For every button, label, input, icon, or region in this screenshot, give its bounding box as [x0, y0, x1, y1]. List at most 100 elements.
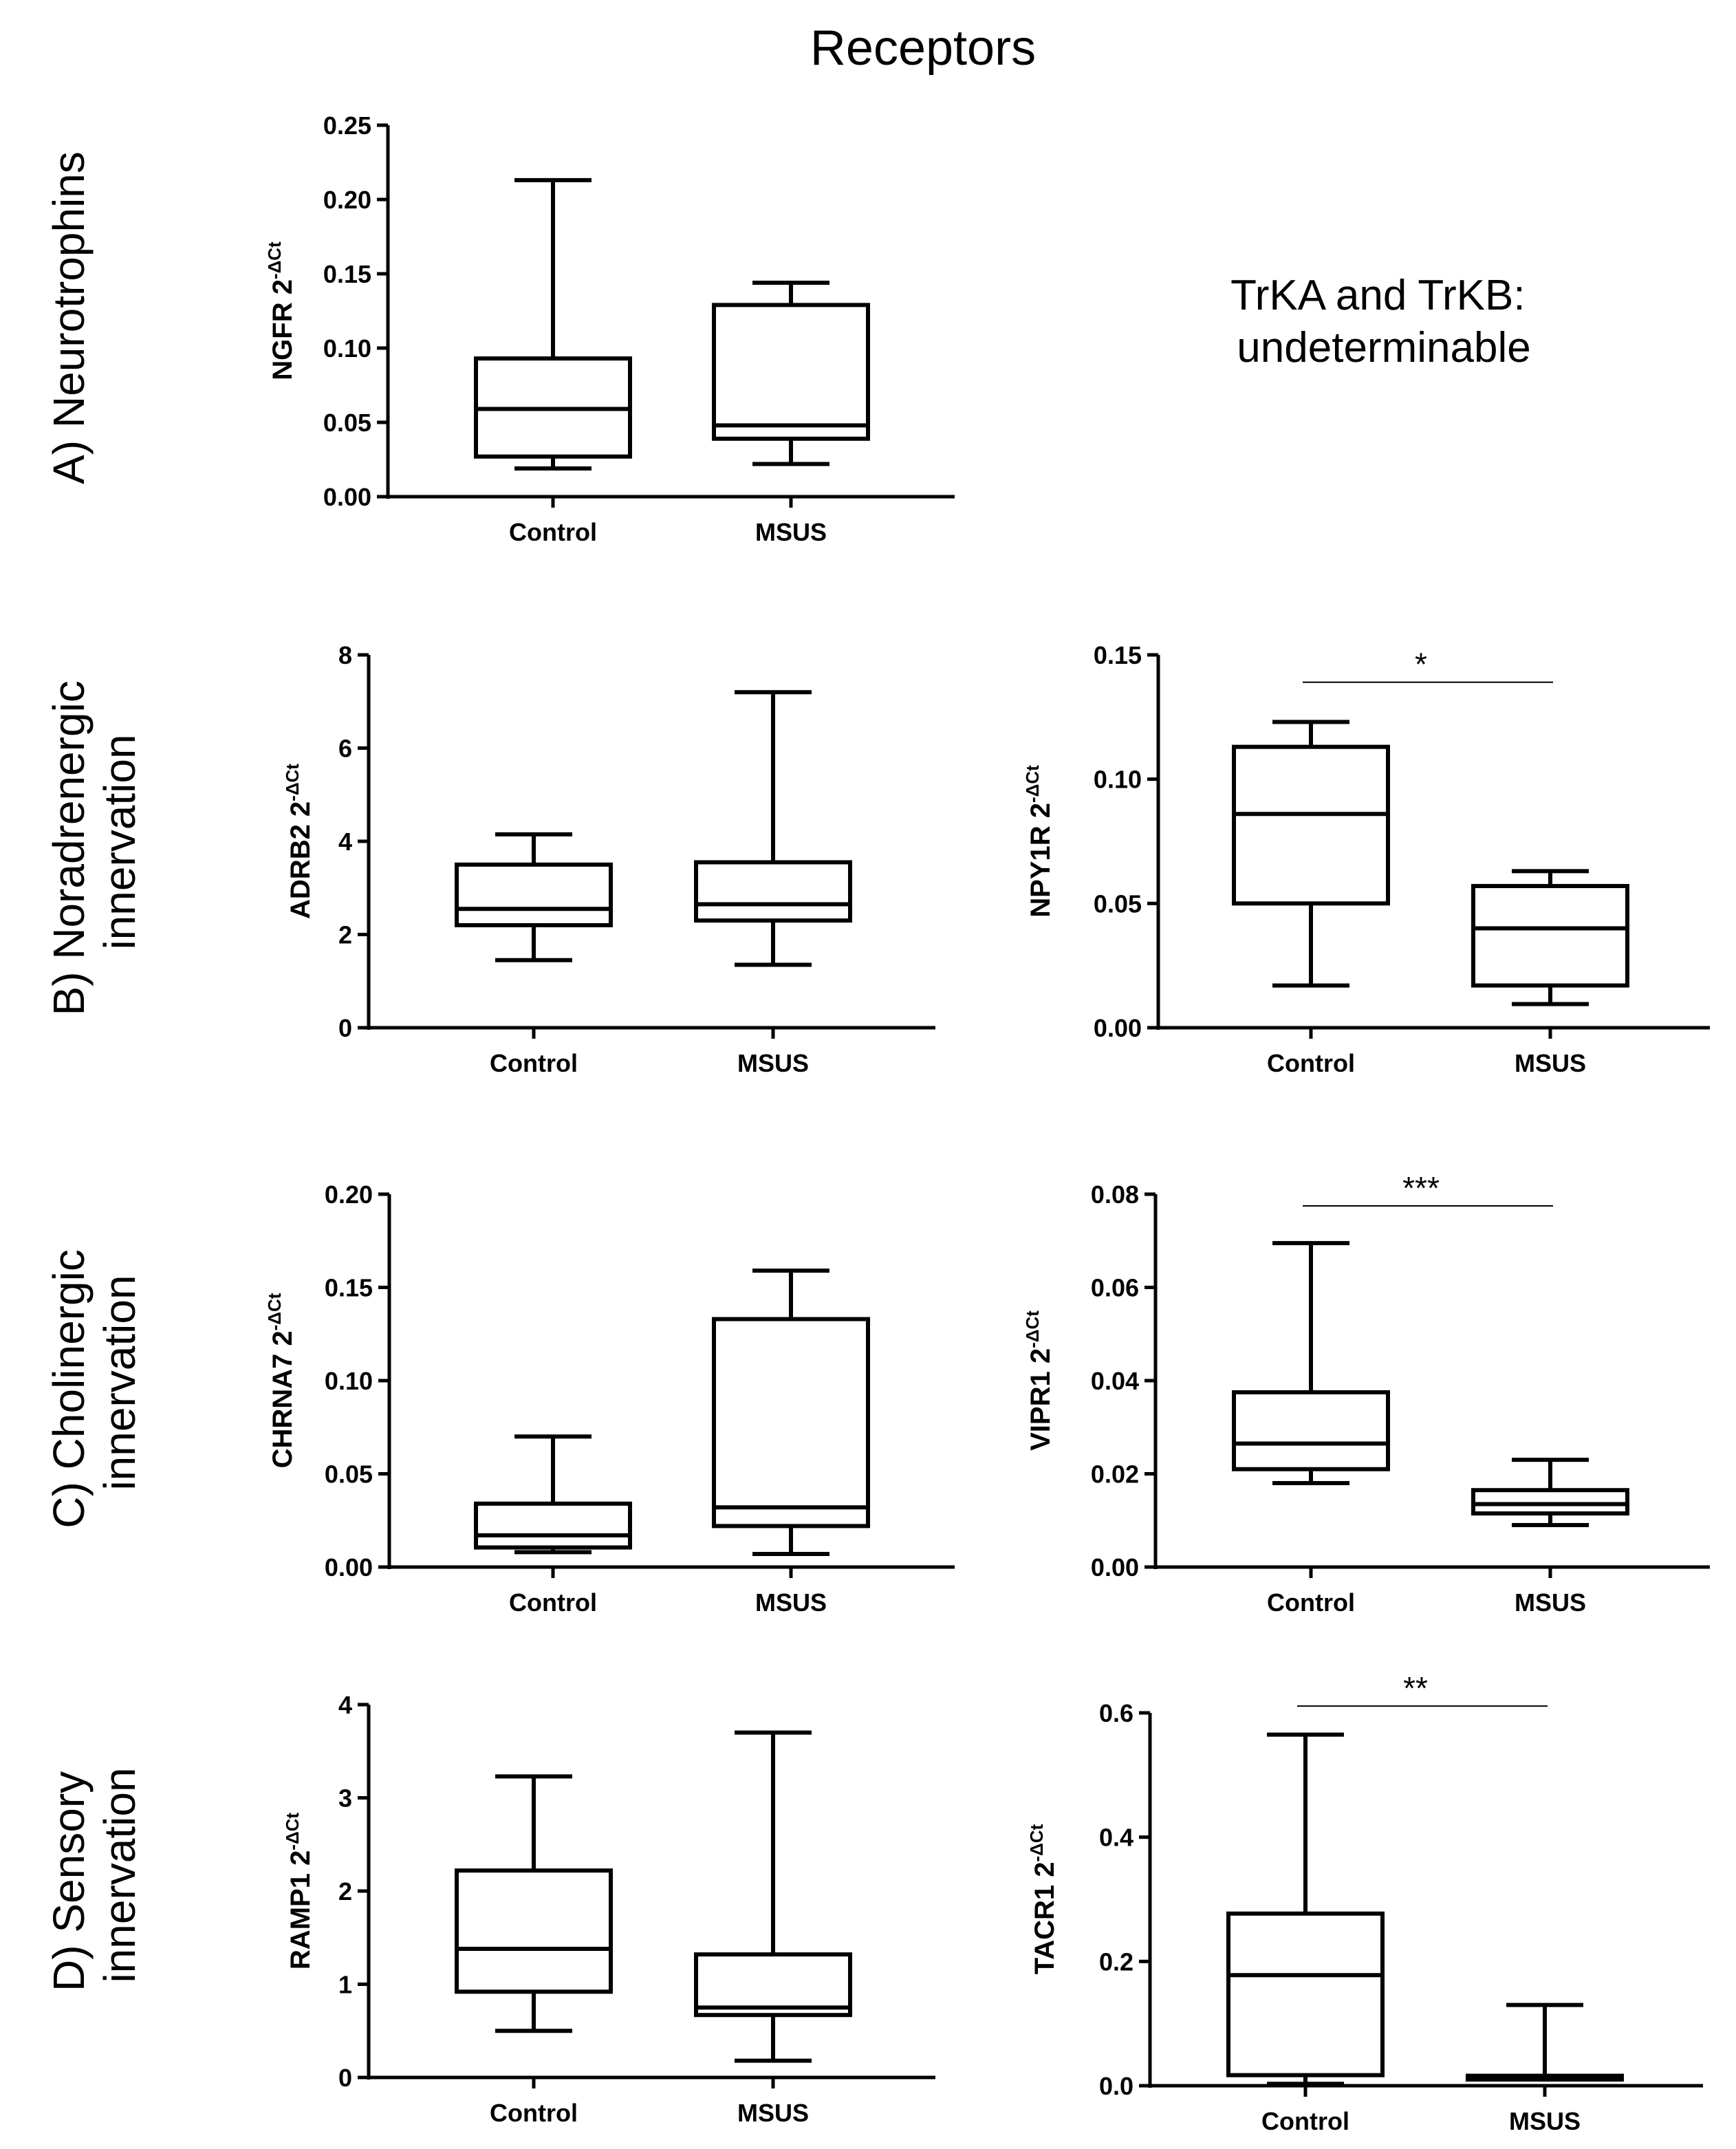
trk-note-line2: undeterminable: [1237, 324, 1530, 371]
figure-title: Receptors: [810, 21, 1036, 76]
panel-chrna7: 0.00 0.05 0.10 0.15 0.20 Control MSUS CHRNA7 2-…: [264, 1180, 955, 1617]
row-label-a-line1: A) Neurotrophins: [44, 151, 94, 484]
y-tick-label: 0.20: [325, 1180, 373, 1209]
x-tick-label: MSUS: [755, 518, 827, 546]
y-axis-label-main: RAMP1 2: [285, 1850, 316, 1969]
x-tick-label: Control: [1267, 1588, 1355, 1617]
iqr-box: [1471, 884, 1629, 988]
x-tick-label: Control: [509, 1588, 597, 1617]
y-tick-label: 0.15: [325, 1274, 373, 1302]
y-axis-label-superscript: -ΔCt: [264, 1293, 285, 1330]
box-msus: [694, 1730, 852, 2063]
y-axis-label-main: VIPR1 2: [1026, 1348, 1056, 1451]
box-control: [474, 1434, 632, 1555]
x-tick-label: MSUS: [1515, 1588, 1586, 1617]
y-tick-label: 0.20: [323, 186, 371, 214]
iqr-box: [1232, 1390, 1390, 1471]
row-label-d: D) Sensory innervation: [44, 1759, 144, 1991]
x-tick-label: MSUS: [755, 1588, 827, 1617]
y-axis-label-main: CHRNA7 2: [268, 1330, 298, 1468]
row-label-d-line2: innervation: [95, 1767, 144, 1983]
y-tick-label: 6: [338, 735, 352, 763]
iqr-box: [712, 303, 870, 441]
y-tick-label: 3: [338, 1784, 352, 1813]
row-label-c: C) Cholinergic innervation: [44, 1237, 144, 1528]
x-tick-label: Control: [490, 2099, 578, 2127]
significance-label: ***: [1402, 1170, 1440, 1206]
y-tick-label: 0: [338, 2064, 352, 2092]
y-axis-label-superscript: -ΔCt: [264, 241, 285, 279]
y-tick-label: 0.00: [1091, 1553, 1139, 1581]
iqr-box: [1232, 744, 1390, 906]
y-axis-label-superscript: -ΔCt: [1022, 765, 1043, 803]
x-tick-label: MSUS: [737, 2099, 809, 2127]
x-tick-label: Control: [490, 1049, 578, 1077]
significance-label: **: [1403, 1670, 1428, 1706]
y-tick-label: 0.15: [1094, 641, 1142, 669]
box-control: [1232, 720, 1390, 988]
iqr-box: [712, 1317, 870, 1529]
box-msus: [1466, 2002, 1624, 2082]
iqr-box: [1471, 1488, 1629, 1516]
y-tick-label: 0.00: [323, 483, 371, 511]
y-axis-label: NGFR 2-ΔCt: [264, 241, 298, 380]
iqr-box: [694, 860, 852, 923]
iqr-box: [455, 862, 613, 927]
x-tick-label: Control: [1267, 1049, 1355, 1077]
box-msus: [712, 1268, 870, 1557]
panel-tacr1: 0.0 0.2 0.4 0.6 Control MSUS TACR1 2-ΔCt **: [1026, 1670, 1703, 2135]
y-tick-label: 1: [338, 1971, 352, 1999]
iqr-box: [474, 1501, 632, 1550]
y-tick-label: 0.05: [323, 409, 371, 437]
box-control: [474, 177, 632, 471]
y-tick-label: 0.02: [1091, 1460, 1139, 1489]
box-msus: [694, 690, 852, 967]
row-label-c-line1: C) Cholinergic: [44, 1249, 94, 1528]
y-tick-label: 0: [338, 1014, 352, 1042]
x-tick-label: Control: [1261, 2107, 1349, 2135]
y-tick-label: 0.0: [1099, 2072, 1133, 2100]
box-msus: [712, 280, 870, 466]
panel-ngfr: 0.00 0.05 0.10 0.15 0.20 0.25 Control MSUS NGFR …: [264, 111, 955, 546]
y-tick-label: 0.10: [325, 1367, 373, 1395]
y-tick-label: 0.00: [325, 1553, 373, 1581]
y-tick-label: 0.10: [1094, 766, 1142, 794]
y-tick-label: 2: [338, 1877, 352, 1905]
box-control: [1232, 1241, 1390, 1486]
x-tick-label: Control: [509, 518, 597, 546]
y-axis-label: CHRNA7 2-ΔCt: [264, 1293, 298, 1468]
y-tick-label: 0.05: [325, 1460, 373, 1489]
y-axis-label: TACR1 2-ΔCt: [1026, 1824, 1060, 1974]
y-tick-label: 0.4: [1099, 1824, 1133, 1852]
row-label-b-line1: B) Noradrenergic: [44, 680, 94, 1015]
panel-npy1r: 0.00 0.05 0.10 0.15 Control MSUS NPY1R 2-ΔCt *: [1022, 641, 1710, 1077]
panel-ramp1: 0 1 2 3 4 Control MSUS RAMP1 2-ΔCt: [282, 1691, 935, 2127]
y-axis-label-superscript: -ΔCt: [1022, 1310, 1043, 1348]
y-axis-label: NPY1R 2-ΔCt: [1022, 765, 1056, 918]
row-label-c-line2: innervation: [95, 1275, 144, 1490]
y-axis-label-main: TACR1 2: [1030, 1862, 1060, 1975]
y-tick-label: 8: [338, 641, 352, 669]
row-label-a: A) Neurotrophins: [44, 151, 94, 484]
x-tick-label: MSUS: [737, 1049, 809, 1077]
y-axis-label-superscript: -ΔCt: [1026, 1824, 1047, 1861]
y-axis-label: ADRB2 2-ΔCt: [282, 764, 316, 919]
box-control: [455, 832, 613, 962]
y-axis-label-main: NGFR 2: [268, 279, 298, 380]
x-tick-label: MSUS: [1515, 1049, 1586, 1077]
y-tick-label: 0.05: [1094, 889, 1142, 918]
row-label-b-line2: innervation: [95, 734, 144, 949]
y-axis-label-main: NPY1R 2: [1026, 803, 1056, 918]
y-tick-label: 0.15: [323, 260, 371, 288]
y-tick-label: 4: [338, 828, 352, 856]
trk-note: TrKA and TrKB: undeterminable: [1230, 272, 1537, 371]
iqr-box: [455, 1868, 613, 1994]
y-tick-label: 0.08: [1091, 1180, 1139, 1209]
x-tick-label: MSUS: [1509, 2107, 1581, 2135]
panel-vipr1: 0.00 0.02 0.04 0.06 0.08 Control MSUS VIPR1 2-Δ…: [1022, 1170, 1710, 1617]
trk-note-line1: TrKA and TrKB:: [1230, 272, 1525, 319]
y-tick-label: 0.6: [1099, 1699, 1133, 1727]
y-tick-label: 2: [338, 921, 352, 949]
box-control: [455, 1774, 613, 2033]
